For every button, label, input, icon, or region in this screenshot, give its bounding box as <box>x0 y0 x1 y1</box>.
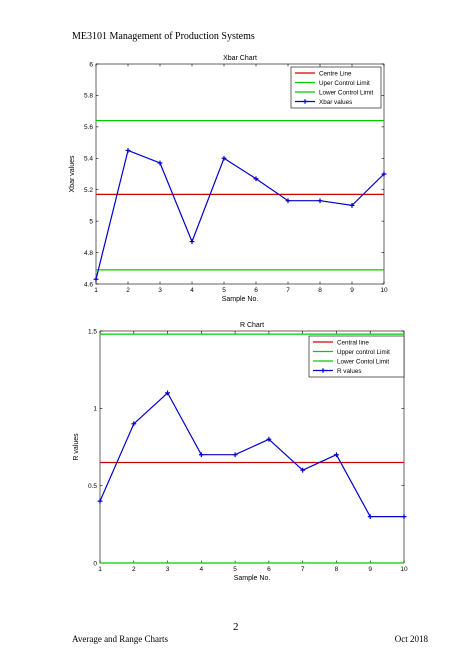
chart1-ytick-label: 6 <box>89 61 93 68</box>
chart1-ytick-label: 4.8 <box>84 250 93 257</box>
chart1-data-point <box>285 198 291 204</box>
chart1-xlabel: Sample No. <box>222 296 259 303</box>
chart2-data-point <box>300 467 306 473</box>
chart1-ytick-label: 5.4 <box>84 156 93 163</box>
chart1-data-point <box>93 276 99 282</box>
chart2-legend-label: Lower Contol Limit <box>337 358 389 365</box>
chart1-data-point <box>189 239 195 244</box>
chart2-data-point <box>131 421 137 427</box>
chart1-xtick-label: 10 <box>380 287 388 294</box>
chart1-legend-label: Xbar values <box>319 99 352 106</box>
chart2-xtick-label: 4 <box>200 566 204 573</box>
chart2-data-point <box>266 436 272 442</box>
chart1-ytick-label: 5 <box>89 218 93 225</box>
chart1-ytick-label: 5.2 <box>84 187 93 194</box>
chart1-xtick-label: 7 <box>286 287 290 294</box>
chart2-xtick-label: 1 <box>98 566 102 573</box>
chart2-ytick-label: 1.5 <box>88 328 97 335</box>
chart1-legend-marker <box>302 99 308 104</box>
chart1-xtick-label: 5 <box>222 287 226 294</box>
chart1-series-line-4 <box>95 149 385 280</box>
chart2-legend-label: Upper control Limit <box>337 349 390 356</box>
chart1-xtick-label: 8 <box>318 287 322 294</box>
chart1-ylabel: Xbar values <box>69 155 76 192</box>
chart1-title: Xbar Chart <box>223 55 257 62</box>
chart1-legend-label: Centre Line <box>319 70 352 77</box>
footer-right: Oct 2018 <box>394 634 428 644</box>
chart1-xtick-label: 9 <box>350 287 354 294</box>
chart2-xtick-label: 3 <box>166 566 170 573</box>
chart2-data-point <box>198 452 204 458</box>
chart1-xtick-label: 2 <box>126 287 130 294</box>
chart2-xtick-label: 9 <box>368 566 372 573</box>
chart2-xlabel: Sample No. <box>234 575 271 582</box>
footer-left: Average and Range Charts <box>72 634 169 644</box>
chart2-legend-label: R values <box>337 368 362 375</box>
chart2-data-point <box>334 452 339 458</box>
page-header: ME3101 Management of Production Systems <box>72 31 255 42</box>
chart1-data-point <box>381 171 387 177</box>
chart2-data-point <box>165 390 170 396</box>
chart2-ytick-label: 0.5 <box>88 483 97 490</box>
chart1-legend-label: Lower Control Limit <box>319 89 373 96</box>
chart2-xtick-label: 2 <box>132 566 136 573</box>
chart2-xtick-label: 10 <box>400 566 408 573</box>
chart2-ytick-label: 0 <box>93 560 97 567</box>
chart2-series-line-4 <box>99 391 404 518</box>
chart1-xtick-label: 1 <box>94 287 98 294</box>
chart2-title: R Chart <box>240 322 264 329</box>
chart2-legend-marker <box>320 368 326 373</box>
chart1-xtick-label: 4 <box>190 287 194 294</box>
page-number: 2 <box>233 621 239 633</box>
chart2-legend-label: Central line <box>337 339 369 346</box>
chart1-data-point <box>157 160 163 166</box>
chart2-xtick-label: 5 <box>233 566 237 573</box>
chart1-legend-label: Uper Control Limit <box>319 80 370 87</box>
chart2-data-point <box>401 514 407 519</box>
chart1-data-point <box>221 155 227 161</box>
chart2-data-point <box>367 514 373 519</box>
chart1-ytick-label: 4.6 <box>84 281 93 288</box>
chart2-xtick-label: 7 <box>301 566 305 573</box>
chart1-data-point <box>253 176 259 182</box>
chart1-ytick-label: 5.6 <box>84 124 93 131</box>
chart1-data-point <box>125 148 131 153</box>
chart1-ytick-label: 5.8 <box>84 93 93 100</box>
chart1-data-point <box>317 198 323 204</box>
chart1-xtick-label: 6 <box>254 287 258 294</box>
chart2-ylabel: R values <box>73 433 80 461</box>
chart2-data-point <box>232 452 238 458</box>
chart2-ytick-label: 1 <box>93 406 97 413</box>
chart2-data-point <box>97 498 103 504</box>
chart2-xtick-label: 6 <box>267 566 271 573</box>
chart1-xtick-label: 3 <box>158 287 162 294</box>
chart1-data-point <box>349 203 355 208</box>
chart2-xtick-label: 8 <box>335 566 339 573</box>
